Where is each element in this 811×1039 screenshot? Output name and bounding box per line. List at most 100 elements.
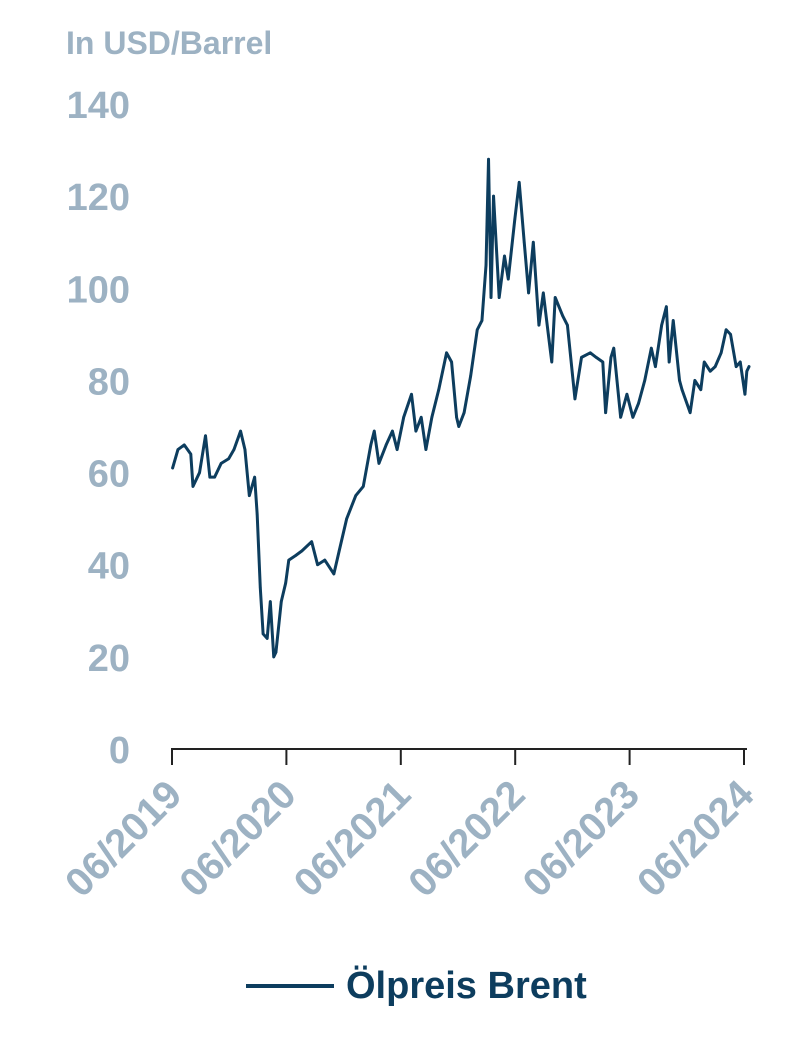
data-point xyxy=(734,365,738,368)
data-point xyxy=(255,512,259,516)
data-point xyxy=(738,360,742,364)
legend: Ölpreis Brent xyxy=(246,956,587,1016)
data-point xyxy=(547,333,550,336)
data-point xyxy=(566,323,569,327)
data-point xyxy=(625,392,629,396)
data-point xyxy=(204,434,207,438)
data-point xyxy=(699,388,703,391)
series-points-olpreis-brent xyxy=(171,157,751,659)
data-point xyxy=(261,632,265,636)
data-point xyxy=(729,333,732,336)
y-tick-label-120: 120 xyxy=(67,177,130,219)
data-point xyxy=(604,411,607,414)
data-point xyxy=(517,181,521,184)
data-point xyxy=(323,558,327,562)
data-point xyxy=(484,263,488,267)
data-point xyxy=(445,351,448,355)
data-point xyxy=(637,402,640,405)
x-tick-label-06-2024: 06/2024 xyxy=(629,772,763,906)
data-point xyxy=(665,305,668,309)
data-point xyxy=(265,637,269,640)
data-point xyxy=(354,494,358,497)
series-layer xyxy=(171,157,751,659)
data-point xyxy=(337,549,341,553)
data-point xyxy=(248,494,251,497)
data-point xyxy=(361,485,365,488)
y-tick-label-60: 60 xyxy=(88,454,130,496)
data-point xyxy=(430,415,434,419)
y-tick-label-40: 40 xyxy=(88,546,130,588)
data-point xyxy=(719,351,723,355)
data-point xyxy=(475,328,479,332)
data-point xyxy=(189,452,193,456)
data-point xyxy=(702,360,706,364)
data-point xyxy=(384,443,388,447)
data-point xyxy=(713,365,717,368)
data-point xyxy=(671,319,675,322)
data-point xyxy=(437,388,441,391)
data-point xyxy=(553,296,557,299)
data-point xyxy=(747,365,751,368)
x-tick-label-06-2023: 06/2023 xyxy=(515,772,648,905)
data-point xyxy=(419,415,423,419)
data-point xyxy=(269,600,272,603)
data-point xyxy=(506,277,510,281)
data-point xyxy=(724,328,728,332)
x-tick-label-06-2022: 06/2022 xyxy=(400,772,533,905)
y-axis-unit-label: In USD/Barrel xyxy=(66,25,272,61)
data-point xyxy=(176,448,180,451)
data-point xyxy=(377,462,381,465)
data-point xyxy=(609,356,613,359)
data-point xyxy=(588,351,592,355)
data-point xyxy=(414,429,418,433)
data-point xyxy=(688,411,692,414)
data-point xyxy=(631,415,635,419)
x-tick-label-06-2021: 06/2021 xyxy=(286,772,419,905)
data-point xyxy=(345,517,349,520)
data-point xyxy=(497,296,501,299)
y-tick-label-140: 140 xyxy=(67,85,130,127)
data-point xyxy=(678,379,681,382)
data-point xyxy=(708,369,712,373)
data-point xyxy=(580,356,583,359)
data-point xyxy=(745,369,749,373)
x-axis: 06/201906/202006/202106/202206/202306/20… xyxy=(57,748,763,906)
data-point xyxy=(601,360,605,364)
data-point xyxy=(395,448,399,451)
data-point xyxy=(279,600,283,603)
data-point xyxy=(391,429,394,433)
y-tick-label-100: 100 xyxy=(67,269,130,311)
data-point xyxy=(310,540,313,543)
data-point xyxy=(258,586,262,590)
data-point xyxy=(227,457,230,461)
data-point xyxy=(612,346,616,350)
data-point xyxy=(654,365,657,368)
data-point xyxy=(424,448,428,451)
data-point xyxy=(619,415,622,419)
data-point xyxy=(213,475,216,479)
data-point xyxy=(650,346,653,350)
data-point xyxy=(489,296,493,299)
data-point xyxy=(550,360,554,364)
data-point xyxy=(369,443,373,447)
data-point xyxy=(522,240,526,244)
data-point xyxy=(208,475,212,479)
data-point xyxy=(455,415,458,419)
y-tick-label-20: 20 xyxy=(88,638,130,680)
y-tick-label-80: 80 xyxy=(88,361,130,403)
data-point xyxy=(573,397,577,401)
data-point xyxy=(450,360,453,364)
data-point xyxy=(274,650,278,654)
data-point xyxy=(537,323,541,327)
data-point xyxy=(693,379,697,382)
data-point xyxy=(492,194,495,198)
x-tick-label-06-2020: 06/2020 xyxy=(171,772,304,905)
data-point xyxy=(191,485,195,488)
data-point xyxy=(532,240,535,244)
y-tick-label-0: 0 xyxy=(109,730,130,772)
legend-swatch-olpreis-brent xyxy=(246,984,334,988)
data-point xyxy=(284,581,287,585)
data-point xyxy=(294,554,297,557)
data-point xyxy=(667,360,671,364)
